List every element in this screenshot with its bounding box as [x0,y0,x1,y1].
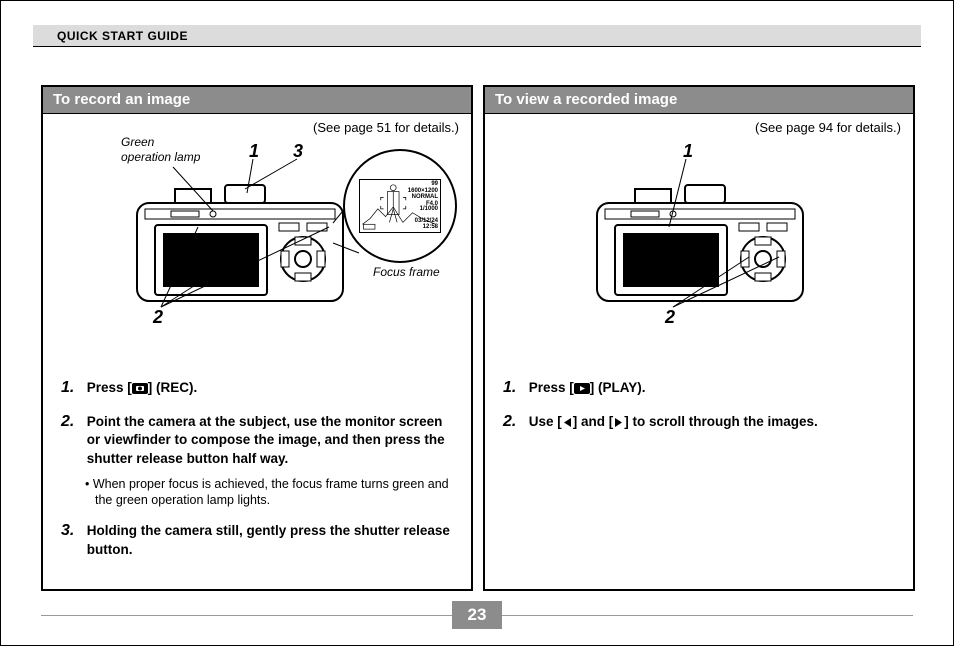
lcd-zoom-circle: 99 1600×1200 NORMAL F4.0 1/1000 03/12/24… [343,149,457,263]
panel-record-seepage: (See page 51 for details.) [43,114,471,135]
manual-page: QUICK START GUIDE To record an image (Se… [0,0,954,646]
camera-illustration [135,181,345,306]
step-text: Press [ [87,380,132,395]
panel-record-title: To record an image [43,87,471,114]
step-body: Holding the camera still, gently press t… [87,522,453,558]
step-body: Use [ ] and [ ] to scroll through the imag… [529,413,895,433]
steps-record: 1. Press [ ] (REC). 2. Point the camera a… [61,379,453,575]
step-body: Press [ ] (PLAY). [529,379,895,399]
lcd-osd-top: 99 1600×1200 NORMAL F4.0 [408,181,438,207]
step-2: 2. Use [ ] and [ ] to scroll through the i… [503,413,895,433]
panel-view-title: To view a recorded image [485,87,913,114]
lcd-zoom-screen: 99 1600×1200 NORMAL F4.0 1/1000 03/12/24… [359,179,441,233]
panel-view-seepage: (See page 94 for details.) [485,114,913,135]
step-text: ] (PLAY). [590,380,646,395]
step-body: Point the camera at the subject, use the… [87,413,453,468]
illustration-record: Green operation lamp 1 3 2 [43,135,471,335]
step-num: 3. [61,522,83,540]
step-text: ] (REC). [148,380,198,395]
callout-2: 2 [153,307,163,328]
step-1: 1. Press [ ] (PLAY). [503,379,895,399]
step-text: Press [ [529,380,574,395]
header-rule [33,46,921,47]
play-icon [574,381,590,399]
step-bullet: • When proper focus is achieved, the foc… [95,476,453,509]
right-arrow-icon [613,415,624,433]
panel-view: To view a recorded image (See page 94 fo… [483,85,915,591]
callout-1: 1 [683,141,693,162]
lcd-osd-right: 1/1000 [420,206,438,213]
panel-record: To record an image (See page 51 for deta… [41,85,473,591]
step-num: 2. [503,413,525,431]
step-3: 3. Holding the camera still, gently pres… [61,522,453,558]
header-title: QUICK START GUIDE [57,25,188,47]
callout-2: 2 [665,307,675,328]
steps-view: 1. Press [ ] (PLAY). 2. Use [ ] and [ ] to … [503,379,895,575]
illustration-view: 1 2 [485,135,913,335]
lamp-label: Green operation lamp [121,135,200,165]
lcd-osd-bottom: 03/12/24 12:58 [415,218,438,231]
step-num: 1. [503,379,525,397]
callout-3: 3 [293,141,303,162]
left-arrow-icon [562,415,573,433]
page-number: 23 [452,601,502,629]
step-body: Press [ ] (REC). [87,379,453,399]
step-text: Use [ [529,414,562,429]
step-2: 2. Point the camera at the subject, use … [61,413,453,508]
camera-illustration [595,181,805,306]
step-num: 2. [61,413,83,431]
step-text: ] to scroll through the images. [624,414,818,429]
step-1: 1. Press [ ] (REC). [61,379,453,399]
focus-frame-label: Focus frame [373,265,440,279]
step-text: ] and [ [573,414,614,429]
page-footer: 23 [1,601,953,631]
step-num: 1. [61,379,83,397]
callout-1: 1 [249,141,259,162]
rec-icon [132,381,148,399]
